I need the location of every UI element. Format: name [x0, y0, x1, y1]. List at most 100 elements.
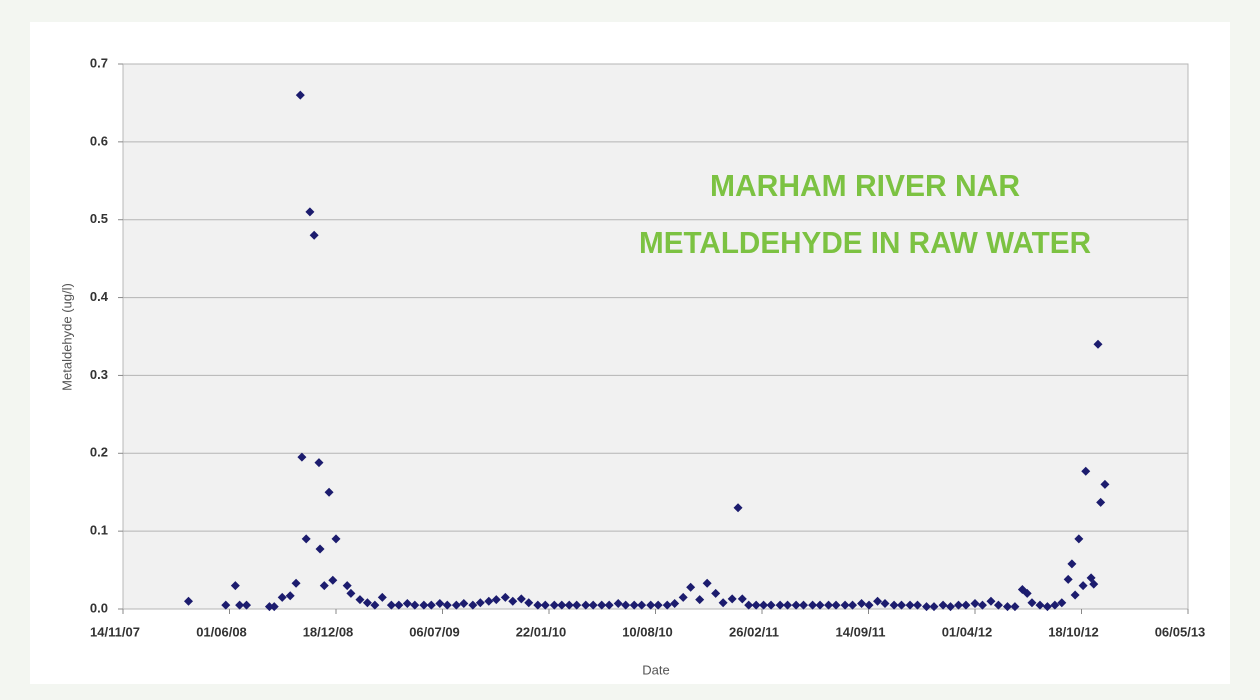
data-point	[783, 600, 793, 610]
data-point	[897, 600, 907, 610]
data-point	[319, 581, 329, 591]
data-point	[500, 592, 510, 602]
y-tick-label: 0.0	[90, 600, 108, 615]
data-point	[1002, 602, 1012, 612]
plot-area	[122, 63, 1189, 610]
x-tick-label: 18/10/12	[1048, 624, 1099, 639]
data-point	[953, 600, 963, 610]
data-point	[1070, 590, 1080, 600]
x-tick-label: 10/08/10	[622, 624, 673, 639]
y-tick-label: 0.5	[90, 211, 108, 226]
data-point	[766, 600, 776, 610]
data-point	[702, 578, 712, 588]
data-point	[508, 596, 518, 606]
data-point	[857, 599, 867, 609]
data-point	[1100, 479, 1110, 489]
data-point	[1057, 598, 1067, 608]
x-axis-title: Date	[642, 662, 669, 677]
data-point	[613, 599, 623, 609]
data-point	[662, 600, 672, 610]
x-tick-label: 06/05/13	[1155, 624, 1206, 639]
data-point	[759, 600, 769, 610]
y-tick-label: 0.1	[90, 523, 108, 538]
data-point	[324, 487, 334, 497]
x-tick-label: 18/12/08	[303, 624, 354, 639]
data-point	[678, 592, 688, 602]
data-point	[744, 600, 754, 610]
chart-title: MARHAM RIVER NAR	[710, 168, 1020, 203]
data-point	[621, 600, 631, 610]
data-point	[799, 600, 809, 610]
data-point	[402, 599, 412, 609]
data-point	[475, 598, 485, 608]
data-point	[410, 600, 420, 610]
y-tick-label: 0.7	[90, 55, 108, 70]
data-point	[588, 600, 598, 610]
data-point	[1050, 600, 1060, 610]
data-point	[977, 600, 987, 610]
data-point	[297, 452, 307, 462]
data-point	[230, 581, 240, 591]
data-point	[686, 582, 696, 592]
data-point	[484, 596, 494, 606]
data-point	[342, 581, 352, 591]
data-point	[572, 600, 582, 610]
data-point	[791, 600, 801, 610]
data-point	[1078, 581, 1088, 591]
data-point	[889, 600, 899, 610]
data-point	[597, 600, 607, 610]
data-point	[815, 600, 825, 610]
data-point	[970, 599, 980, 609]
data-point	[1081, 466, 1091, 476]
data-point	[938, 600, 948, 610]
data-point	[1022, 588, 1032, 598]
data-point	[873, 596, 883, 606]
data-point	[929, 602, 939, 612]
data-point	[426, 600, 436, 610]
data-point	[733, 503, 743, 513]
data-point	[557, 600, 567, 610]
data-point	[946, 602, 956, 612]
data-point	[1063, 574, 1073, 584]
data-point	[912, 600, 922, 610]
x-tick-label: 26/02/11	[729, 624, 779, 639]
data-point	[386, 600, 396, 610]
data-point	[1096, 497, 1106, 507]
data-point	[808, 600, 818, 610]
data-point	[183, 596, 193, 606]
data-point	[394, 600, 404, 610]
data-point	[922, 602, 932, 612]
data-point	[451, 600, 461, 610]
data-point	[1089, 579, 1099, 589]
data-point	[235, 600, 245, 610]
x-tick-label: 14/09/11	[836, 624, 886, 639]
x-tick-label: 14/11/07	[90, 624, 140, 639]
data-point	[291, 578, 301, 588]
data-point	[695, 595, 705, 605]
data-point	[905, 600, 915, 610]
data-point	[848, 600, 858, 610]
data-point	[468, 600, 478, 610]
data-point	[880, 599, 890, 609]
data-point	[604, 600, 614, 610]
data-point	[629, 600, 639, 610]
data-point	[824, 600, 834, 610]
data-point	[277, 592, 287, 602]
data-point	[442, 600, 452, 610]
x-tick-label: 01/04/12	[942, 624, 993, 639]
data-point	[564, 600, 574, 610]
data-point	[540, 600, 550, 610]
data-point	[646, 600, 656, 610]
data-point	[269, 602, 279, 612]
data-point	[459, 599, 469, 609]
data-point	[581, 600, 591, 610]
data-point	[637, 600, 647, 610]
data-point	[1042, 602, 1052, 612]
x-tick-label: 06/07/09	[409, 624, 460, 639]
data-point	[1010, 602, 1020, 612]
data-point	[435, 599, 445, 609]
data-point	[295, 90, 305, 100]
data-point	[1067, 559, 1077, 569]
